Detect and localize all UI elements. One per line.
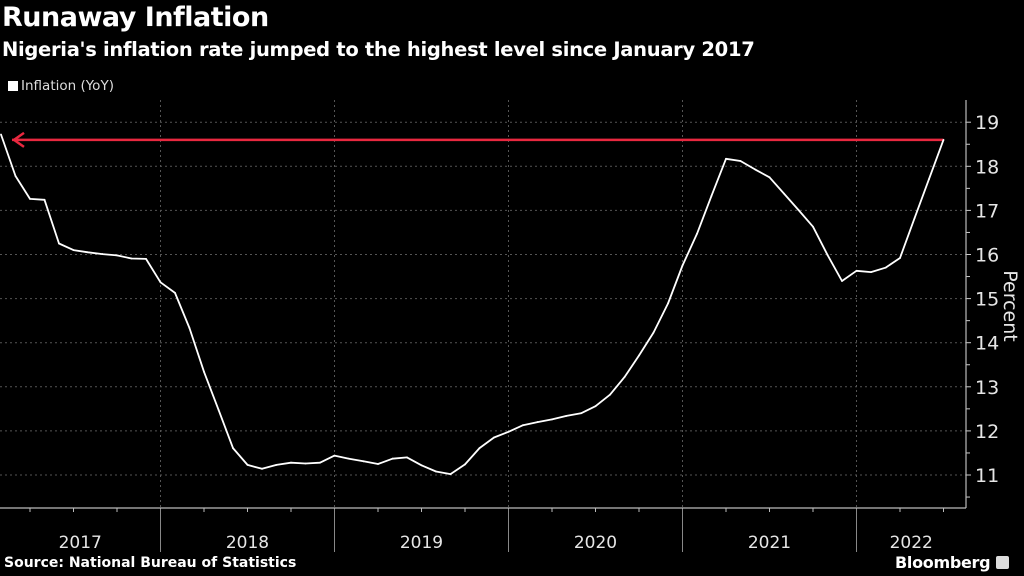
data-point bbox=[72, 249, 75, 251]
data-point bbox=[884, 266, 887, 269]
data-point bbox=[710, 194, 713, 197]
data-point bbox=[536, 421, 539, 423]
data-point bbox=[638, 354, 640, 357]
x-year-label: 2017 bbox=[59, 533, 102, 553]
y-tick-label: 17 bbox=[975, 200, 999, 222]
y-tick-label: 13 bbox=[975, 377, 999, 399]
data-point bbox=[667, 302, 669, 305]
x-year-label: 2018 bbox=[226, 533, 269, 553]
data-point bbox=[507, 430, 510, 433]
data-point bbox=[623, 376, 626, 378]
data-point bbox=[478, 447, 481, 449]
data-point bbox=[130, 257, 133, 260]
data-point bbox=[290, 461, 292, 464]
source-note: Source: National Bureau of Statistics bbox=[4, 555, 297, 571]
data-point bbox=[580, 412, 582, 415]
data-point bbox=[783, 192, 785, 195]
data-point bbox=[348, 457, 350, 460]
y-tick-label: 14 bbox=[975, 333, 999, 355]
y-tick-label: 11 bbox=[975, 465, 999, 487]
data-point bbox=[101, 253, 104, 255]
inflation-series-line bbox=[0, 134, 945, 476]
legend-swatch bbox=[8, 81, 18, 91]
data-point bbox=[609, 393, 611, 396]
data-point bbox=[275, 463, 278, 466]
data-point bbox=[754, 168, 756, 171]
data-point bbox=[58, 242, 60, 245]
data-point bbox=[913, 217, 916, 220]
data-point bbox=[681, 264, 684, 267]
data-point bbox=[261, 467, 263, 470]
data-point bbox=[362, 460, 365, 463]
y-tick-label: 12 bbox=[975, 421, 999, 443]
data-point bbox=[87, 251, 89, 254]
y-tick-label: 18 bbox=[975, 156, 999, 178]
y-tick-label: 19 bbox=[975, 112, 999, 134]
data-point bbox=[145, 258, 147, 260]
data-point bbox=[551, 418, 553, 421]
data-point bbox=[43, 198, 46, 201]
data-point bbox=[188, 327, 191, 330]
legend: Inflation (YoY) bbox=[8, 78, 114, 94]
data-point bbox=[725, 157, 727, 160]
brand-name: Bloomberg bbox=[895, 553, 991, 572]
data-point bbox=[217, 408, 220, 411]
data-point bbox=[942, 138, 945, 141]
chart-subtitle: Nigeria's inflation rate jumped to the h… bbox=[2, 38, 755, 61]
data-point bbox=[696, 232, 698, 235]
data-point bbox=[159, 281, 162, 284]
data-point bbox=[522, 424, 524, 427]
arrow-left-icon bbox=[11, 131, 25, 148]
data-point bbox=[826, 254, 829, 256]
data-point bbox=[449, 473, 452, 476]
data-point bbox=[406, 456, 408, 459]
data-point bbox=[899, 257, 901, 259]
data-point bbox=[739, 160, 742, 162]
y-tick-label: 15 bbox=[975, 289, 999, 311]
data-point bbox=[319, 461, 321, 464]
data-point bbox=[203, 370, 205, 373]
data-point bbox=[14, 175, 17, 177]
data-point bbox=[232, 447, 234, 449]
x-year-label: 2019 bbox=[400, 533, 443, 553]
data-point bbox=[377, 463, 379, 465]
data-point bbox=[420, 464, 423, 467]
data-point bbox=[565, 415, 568, 417]
x-year-label: 2022 bbox=[890, 533, 933, 553]
y-tick-label: 16 bbox=[975, 245, 999, 267]
data-point bbox=[797, 209, 800, 211]
data-point bbox=[841, 280, 843, 282]
data-point bbox=[464, 463, 466, 466]
data-point bbox=[594, 405, 597, 408]
data-point bbox=[768, 176, 771, 179]
data-point bbox=[333, 454, 336, 457]
data-point bbox=[304, 462, 307, 465]
bloomberg-chart-icon bbox=[996, 556, 1010, 569]
data-point bbox=[652, 331, 655, 334]
data-point bbox=[928, 178, 930, 180]
data-point bbox=[246, 463, 249, 466]
data-point bbox=[870, 271, 872, 274]
data-point bbox=[493, 436, 495, 439]
data-point bbox=[0, 133, 2, 136]
data-point bbox=[29, 198, 31, 200]
x-year-label: 2020 bbox=[574, 533, 617, 553]
brand-logo: Bloomberg bbox=[895, 553, 1010, 572]
data-point bbox=[116, 254, 118, 257]
data-point bbox=[435, 470, 437, 473]
x-year-label: 2021 bbox=[748, 533, 791, 553]
y-axis-label: Percent bbox=[999, 270, 1021, 342]
legend-label: Inflation (YoY) bbox=[21, 78, 114, 94]
data-point bbox=[174, 291, 176, 294]
data-point bbox=[812, 225, 814, 228]
chart-title: Runaway Inflation bbox=[2, 2, 269, 33]
data-point bbox=[391, 457, 394, 460]
data-point bbox=[855, 269, 858, 272]
